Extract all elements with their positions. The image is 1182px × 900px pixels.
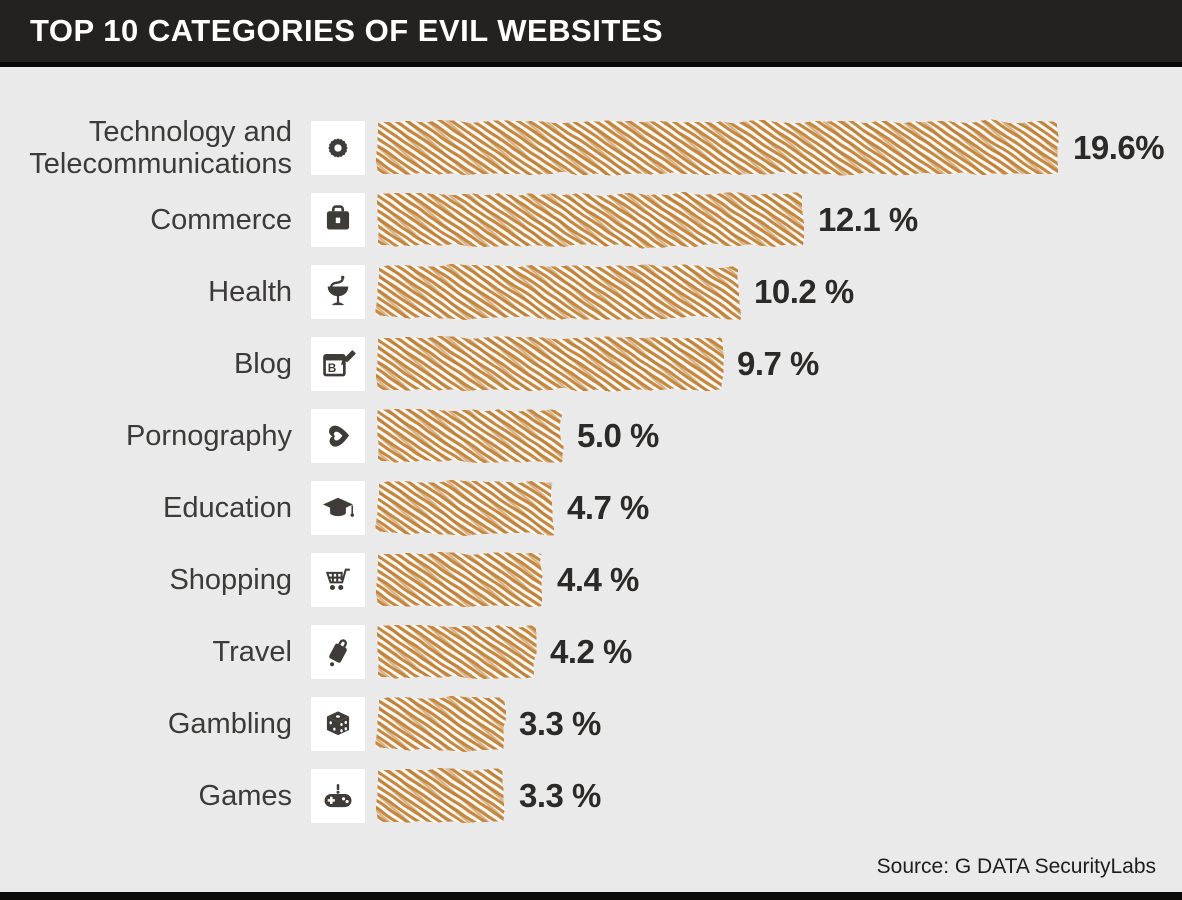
chart-row: Gambling 3.3 % [0, 695, 1182, 753]
bar-track: 9.7 % [378, 333, 819, 395]
blog-icon [319, 345, 357, 383]
value-label: 10.2 % [754, 273, 854, 310]
value-label: 12.1 % [818, 201, 918, 238]
chart-row: Health 10.2 % [0, 263, 1182, 321]
bar [378, 410, 562, 462]
chart-row: Pornography 5.0 % [0, 407, 1182, 465]
icon-box [311, 409, 365, 463]
category-label: Commerce [150, 203, 292, 236]
source-caption: Source: G DATA SecurityLabs [876, 855, 1156, 878]
briefcase-icon [319, 201, 357, 239]
category-label: Health [208, 275, 292, 308]
bar-track: 4.2 % [378, 621, 632, 683]
chart-row: Blog 9.7 % [0, 335, 1182, 393]
category-label: Shopping [169, 563, 292, 596]
page-title: TOP 10 CATEGORIES OF EVIL WEBSITES [30, 13, 664, 48]
bar [378, 626, 535, 678]
chart-row: Travel 4.2 % [0, 623, 1182, 681]
chart-row: Shopping 4.4 % [0, 551, 1182, 609]
bar [378, 698, 504, 750]
category-label: Gambling [167, 707, 292, 740]
value-label: 4.2 % [550, 633, 632, 670]
chart-row: Education 4.7 % [0, 479, 1182, 537]
bar-track: 4.4 % [378, 549, 639, 611]
value-label: 4.4 % [557, 561, 639, 598]
bar [378, 554, 542, 606]
gamepad-icon [319, 777, 357, 815]
gear-icon [319, 129, 357, 167]
category-label: Education [163, 491, 292, 524]
icon-box [311, 769, 365, 823]
category-label: Games [198, 779, 292, 812]
value-label: 19.6% [1073, 129, 1165, 166]
icon-box [311, 481, 365, 535]
icon-box [311, 265, 365, 319]
value-label: 5.0 % [577, 417, 659, 454]
bar [378, 770, 504, 822]
bar-track: 4.7 % [378, 477, 649, 539]
icon-box [311, 553, 365, 607]
shopping-cart-icon [319, 561, 357, 599]
bottom-strip [0, 892, 1182, 900]
bar [378, 338, 722, 390]
chart-row: Technology and Telecommunications 19.6% [0, 116, 1182, 180]
bar-track: 12.1 % [378, 189, 918, 251]
value-label: 3.3 % [519, 777, 601, 814]
suitcase-icon [319, 633, 357, 671]
icon-box [311, 625, 365, 679]
bar [378, 122, 1058, 174]
bar-track: 3.3 % [378, 693, 601, 755]
graduation-cap-icon [319, 489, 357, 527]
icon-box [311, 121, 365, 175]
value-label: 3.3 % [519, 705, 601, 742]
chart-row: Games 3.3 % [0, 767, 1182, 825]
bar-track: 5.0 % [378, 405, 659, 467]
dice-icon [319, 705, 357, 743]
bar-track: 3.3 % [378, 765, 601, 827]
icon-box [311, 697, 365, 751]
lips-heart-icon [319, 417, 357, 455]
bar-track: 19.6% [378, 117, 1165, 179]
category-label: Technology and Telecommunications [29, 115, 292, 180]
bar [378, 194, 803, 246]
pharmacy-icon [319, 273, 357, 311]
bar-chart: Technology and Telecommunications 19.6% … [0, 67, 1182, 825]
bar-track: 10.2 % [378, 261, 854, 323]
bar [378, 482, 552, 534]
icon-box [311, 193, 365, 247]
value-label: 4.7 % [567, 489, 649, 526]
category-label: Pornography [125, 419, 292, 452]
chart-row: Commerce 12.1 % [0, 191, 1182, 249]
category-label: Blog [233, 347, 292, 380]
icon-box [311, 337, 365, 391]
header-bar: TOP 10 CATEGORIES OF EVIL WEBSITES [0, 0, 1182, 67]
category-label: Travel [212, 635, 293, 668]
value-label: 9.7 % [737, 345, 819, 382]
bar [378, 266, 739, 318]
